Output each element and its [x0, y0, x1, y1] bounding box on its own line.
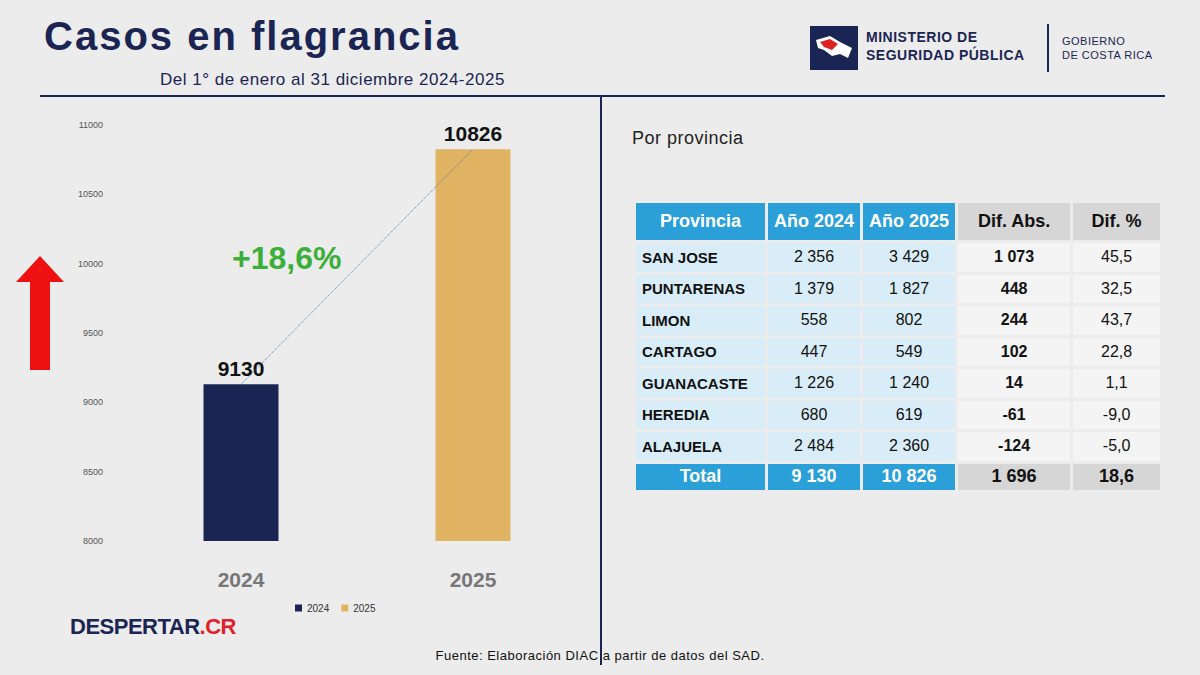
html-text:558: 558 [800, 311, 828, 329]
html-text:43,7: 43,7 [1101, 311, 1133, 329]
html-text:MINISTERIO DE: MINISTERIO DE [866, 29, 978, 45]
html-text:HEREDIA: HEREDIA [642, 406, 710, 424]
html-text:619: 619 [895, 405, 923, 423]
html-text:Del 1° de enero al 31 diciembr: Del 1° de enero al 31 diciembre 2024-202… [160, 70, 505, 89]
html-text:22,8: 22,8 [1101, 342, 1133, 360]
html-text:DESPERTAR.CR: DESPERTAR.CR [70, 614, 236, 639]
html-text:GOBIERNO: GOBIERNO [1062, 35, 1126, 47]
html-text:ALAJUELA: ALAJUELA [642, 437, 722, 455]
html-text:549: 549 [895, 342, 923, 360]
html-text:Provincia: Provincia [660, 211, 741, 231]
svg-text:2024: 2024 [307, 603, 330, 614]
html-text:1 240: 1 240 [889, 374, 930, 392]
html-text:18,6: 18,6 [1099, 466, 1135, 486]
html-text:LIMON: LIMON [642, 311, 691, 329]
html-text:45,5: 45,5 [1101, 248, 1133, 266]
html-text:1 226: 1 226 [794, 374, 834, 392]
html-text:1 379: 1 379 [794, 279, 834, 297]
html-text:1 696: 1 696 [991, 466, 1037, 486]
html-text:3 429: 3 429 [889, 248, 930, 266]
html-text:Dif. Abs.: Dif. Abs. [977, 211, 1051, 231]
svg-text:10000: 10000 [78, 259, 103, 269]
svg-text:8500: 8500 [83, 467, 103, 477]
html-text:Año 2024: Año 2024 [774, 211, 854, 231]
html-text:1,1: 1,1 [1105, 374, 1128, 392]
html-text:448: 448 [1000, 279, 1028, 297]
html-text:2 360: 2 360 [889, 437, 930, 455]
svg-text:10826: 10826 [444, 122, 502, 145]
html-text:447: 447 [800, 342, 828, 360]
html-text:GUANACASTE: GUANACASTE [642, 374, 748, 392]
html-text:Dif. %: Dif. % [1091, 211, 1142, 231]
html-text:102: 102 [1000, 342, 1028, 360]
html-text:244: 244 [1000, 311, 1028, 329]
svg-text:9130: 9130 [218, 357, 265, 380]
svg-text:2024: 2024 [218, 568, 265, 591]
html-text:2 484: 2 484 [794, 437, 834, 455]
svg-text:10500: 10500 [78, 189, 103, 199]
html-text:802: 802 [895, 311, 923, 329]
html-text:Total: Total [679, 466, 722, 486]
svg-text:9000: 9000 [83, 397, 103, 407]
svg-text:9500: 9500 [83, 328, 103, 338]
html-text:1 827: 1 827 [889, 279, 930, 297]
html-text:-9,0: -9,0 [1102, 405, 1131, 423]
html-text:PUNTARENAS: PUNTARENAS [642, 280, 746, 298]
html-text:680: 680 [800, 405, 828, 423]
svg-text:8000: 8000 [83, 536, 103, 546]
html-text:SAN JOSE: SAN JOSE [642, 248, 718, 266]
html-text:-124: -124 [998, 437, 1031, 455]
html-text:Año 2025: Año 2025 [869, 211, 950, 231]
html-text:9 130: 9 130 [791, 466, 837, 486]
html-text:32,5: 32,5 [1101, 279, 1133, 297]
svg-text:2025: 2025 [450, 568, 497, 591]
html-text:14: 14 [1005, 374, 1023, 392]
html-text:1 073: 1 073 [994, 248, 1035, 266]
html-text:CARTAGO: CARTAGO [642, 343, 717, 361]
html-text:Casos en flagrancia: Casos en flagrancia [44, 14, 460, 58]
html-text:10 826: 10 826 [881, 466, 937, 486]
html-text:-61: -61 [1002, 405, 1026, 423]
html-text:Por provincia: Por provincia [632, 128, 744, 148]
svg-text:11000: 11000 [79, 120, 103, 130]
html-text:Fuente: Elaboración DIAC a par: Fuente: Elaboración DIAC a partir de dat… [435, 648, 765, 663]
svg-text:+18,6%: +18,6% [232, 240, 341, 276]
html-text:2 356: 2 356 [794, 248, 834, 266]
html-text:DE COSTA RICA: DE COSTA RICA [1062, 49, 1153, 61]
html-text:SEGURIDAD PÚBLICA: SEGURIDAD PÚBLICA [866, 47, 1025, 63]
svg-text:2025: 2025 [353, 603, 376, 614]
html-text:-5,0: -5,0 [1102, 437, 1131, 455]
